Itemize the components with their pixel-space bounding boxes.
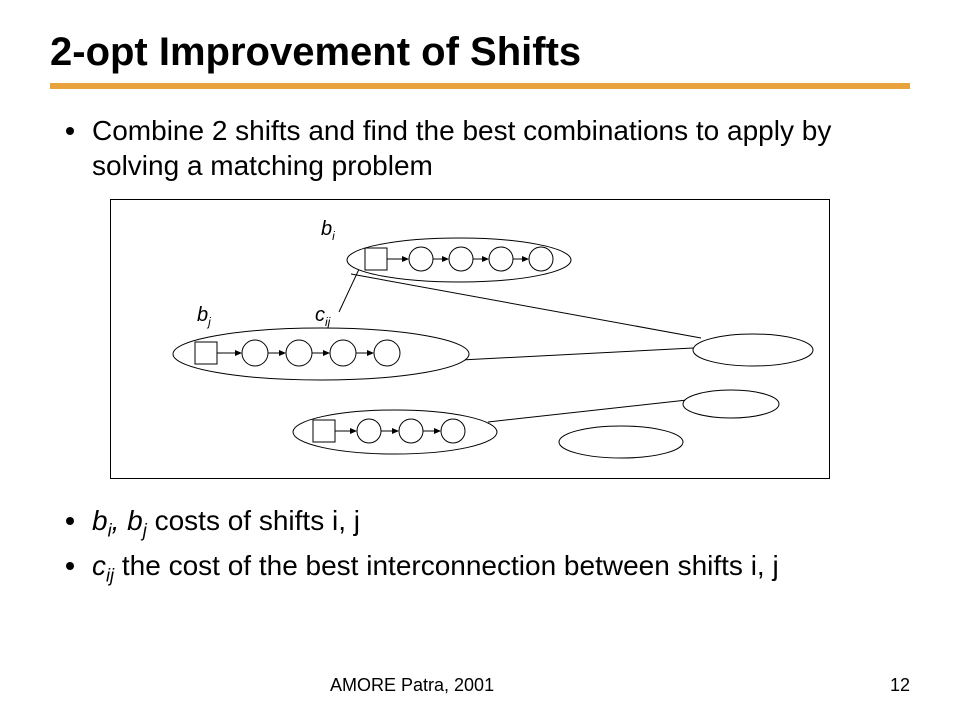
bullet-dot xyxy=(66,517,74,525)
diagram-svg xyxy=(111,200,831,480)
diagram-frame: bi bj cij xyxy=(110,199,830,479)
bullet-3: cij the cost of the best interconnection… xyxy=(66,548,910,587)
label-bj: bj xyxy=(197,304,211,329)
bullet-2-text: bi, bj costs of shifts i, j xyxy=(92,503,360,542)
label-bi: bi xyxy=(321,218,335,243)
slide-title: 2-opt Improvement of Shifts xyxy=(50,30,910,75)
bullet-2: bi, bj costs of shifts i, j xyxy=(66,503,910,542)
bullet-dot xyxy=(66,127,74,135)
footer-left: AMORE Patra, 2001 xyxy=(330,675,494,696)
title-underline xyxy=(50,83,910,89)
bullet-1-text: Combine 2 shifts and find the best combi… xyxy=(92,113,910,183)
label-cij: cij xyxy=(315,304,330,329)
bullet-3-text: cij the cost of the best interconnection… xyxy=(92,548,779,587)
footer: AMORE Patra, 2001 12 xyxy=(50,675,910,696)
bullet-dot xyxy=(66,562,74,570)
footer-page: 12 xyxy=(890,675,910,696)
bullet-1: Combine 2 shifts and find the best combi… xyxy=(66,113,910,183)
